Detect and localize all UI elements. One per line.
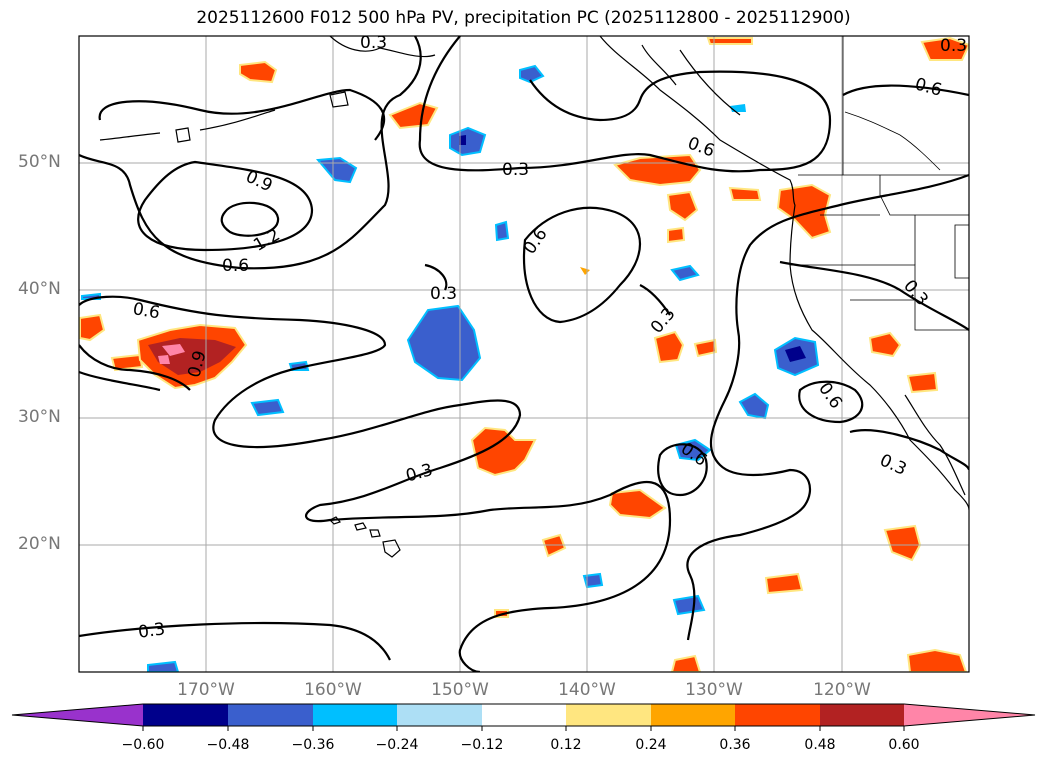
contour-label: 0.3: [502, 160, 529, 180]
colorbar-swatch: [143, 704, 228, 726]
colorbar-extend-left: [12, 704, 143, 726]
colorbar-tick-label: 0.36: [719, 737, 751, 753]
colorbar-swatch: [651, 704, 735, 726]
colorbar-tick-label: 0.12: [550, 737, 582, 753]
contour-label: 0.3: [430, 284, 457, 304]
colorbar-tick-label: 0.60: [888, 737, 920, 753]
political-borders: [790, 36, 969, 331]
hawaii-islands: [328, 516, 401, 558]
map-frame: [78, 35, 970, 673]
colorbar-swatch: [397, 704, 482, 726]
lon-label-170w: 170°W: [177, 680, 235, 700]
lat-label-50n: 50°N: [18, 152, 61, 172]
colorbar-swatch: [313, 704, 397, 726]
colorbar-tick-label: −0.60: [121, 737, 165, 753]
colorbar-tick-label: −0.24: [375, 737, 419, 753]
colorbar-tick-label: −0.36: [291, 737, 335, 753]
lat-label-20n: 20°N: [18, 534, 61, 554]
lon-label-160w: 160°W: [304, 680, 362, 700]
colorbar-swatch: [482, 704, 566, 726]
colorbar-tick-label: −0.48: [206, 737, 250, 753]
pv-contours: [79, 36, 969, 672]
colorbar-extend-right: [904, 704, 1035, 726]
contour-label: 0.6: [222, 256, 249, 276]
lat-label-30n: 30°N: [18, 407, 61, 427]
graticule: [79, 36, 969, 672]
colorbar-swatch: [820, 704, 904, 726]
contour-label: 0.3: [137, 619, 167, 643]
colorbar: [11, 703, 1036, 731]
map-title: 2025112600 F012 500 hPa PV, precipitatio…: [196, 8, 851, 28]
colorbar-tick-label: 0.48: [804, 737, 836, 753]
colorbar-swatch: [566, 704, 651, 726]
contour-label: 0.3: [940, 36, 967, 56]
lat-label-40n: 40°N: [18, 279, 61, 299]
lon-label-120w: 120°W: [813, 680, 871, 700]
colorbar-swatch: [228, 704, 313, 726]
lon-label-140w: 140°W: [558, 680, 616, 700]
colorbar-tick-label: −0.12: [460, 737, 504, 753]
contour-label: 0.3: [360, 33, 387, 53]
lon-label-150w: 150°W: [431, 680, 489, 700]
colorbar-swatch: [735, 704, 820, 726]
colorbar-tick-label: 0.24: [635, 737, 667, 753]
lon-label-130w: 130°W: [685, 680, 743, 700]
contour-label: 0.6: [131, 299, 161, 323]
